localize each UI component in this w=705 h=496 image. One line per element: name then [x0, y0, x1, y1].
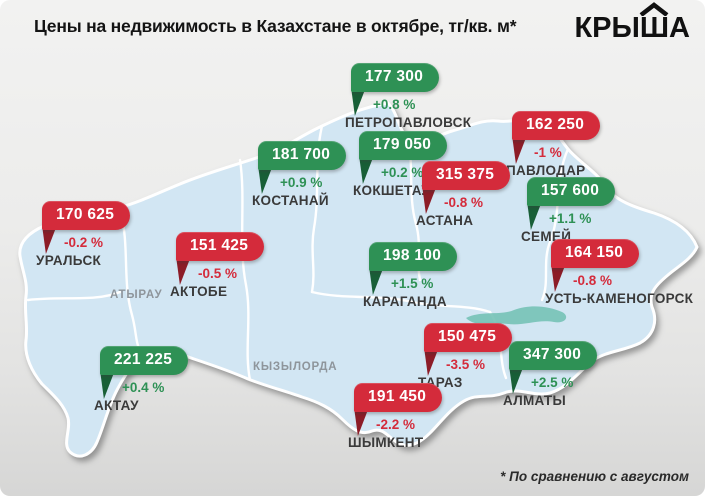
price-value: 164 150 — [565, 244, 624, 261]
city-marker-астана: 315 375 -0.8 % АСТАНА — [416, 161, 511, 228]
price-value: 179 050 — [373, 136, 432, 153]
city-marker-семей: 157 600 +1.1 % СЕМЕЙ — [521, 177, 616, 244]
krysha-logo: КРЫ Ш А — [574, 2, 690, 44]
price-value: 150 475 — [438, 328, 497, 345]
city-marker-тараз: 150 475 -3.5 % ТАРАЗ — [418, 323, 513, 390]
price-change: -0.8 % — [573, 273, 613, 288]
logo-text-pre: КРЫ — [574, 12, 640, 44]
roof-icon — [640, 2, 669, 16]
city-label: ПЕТРОПАВЛОВСК — [345, 115, 472, 130]
price-change: +1.1 % — [549, 211, 592, 226]
city-marker-уральск: 170 625 -0.2 % УРАЛЬСК — [36, 201, 131, 268]
price-change: -0.5 % — [198, 266, 238, 281]
city-marker-павлодар: 162 250 -1 % ПАВЛОДАР — [506, 111, 601, 178]
price-bubble: 151 425 — [176, 232, 265, 261]
city-label: АЛМАТЫ — [503, 393, 566, 408]
city-marker-костанай: 181 700 +0.9 % КОСТАНАЙ — [252, 141, 347, 208]
price-change: +0.9 % — [280, 175, 323, 190]
price-change: -2.2 % — [376, 417, 416, 432]
price-bubble: 150 475 — [424, 323, 513, 352]
city-marker-усть-каменогорск: 164 150 -0.8 % УСТЬ-КАМЕНОГОРСК — [545, 239, 693, 306]
price-bubble: 191 450 — [354, 383, 443, 412]
price-bubble: 315 375 — [422, 161, 511, 190]
price-bubble: 179 050 — [359, 131, 448, 160]
city-marker-актау: 221 225 +0.4 % АКТАУ — [94, 346, 189, 413]
city-marker-кокшетау: 179 050 +0.2 % КОКШЕТАУ — [353, 131, 448, 198]
city-label: АКТАУ — [94, 398, 139, 413]
price-change: +1.5 % — [391, 276, 434, 291]
city-label: ШЫМКЕНТ — [348, 435, 424, 450]
price-value: 162 250 — [526, 116, 585, 133]
price-value: 315 375 — [436, 166, 495, 183]
price-bubble: 177 300 — [351, 63, 440, 92]
city-label: КОКШЕТАУ — [353, 183, 430, 198]
price-value: 198 100 — [383, 247, 442, 264]
logo-text-post: А — [669, 12, 690, 44]
city-marker-караганда: 198 100 +1.5 % КАРАГАНДА — [363, 242, 458, 309]
city-label: УСТЬ-КАМЕНОГОРСК — [545, 291, 694, 306]
footnote: * По сравнению с августом — [500, 469, 689, 484]
price-bubble: 157 600 — [527, 177, 616, 206]
price-change: -3.5 % — [446, 357, 486, 372]
price-bubble: 164 150 — [551, 239, 640, 268]
price-value: 221 225 — [114, 351, 173, 368]
price-bubble: 170 625 — [42, 201, 131, 230]
price-value: 157 600 — [541, 182, 600, 199]
city-label: АСТАНА — [416, 213, 474, 228]
city-label: УРАЛЬСК — [36, 253, 102, 268]
price-change: -1 % — [534, 145, 562, 160]
price-change: +2.5 % — [531, 375, 574, 390]
price-change: +0.8 % — [373, 97, 416, 112]
price-bubble: 181 700 — [258, 141, 347, 170]
city-label: КОСТАНАЙ — [252, 193, 329, 208]
price-value: 181 700 — [272, 146, 331, 163]
price-change: -0.2 % — [64, 235, 104, 250]
price-bubble: 347 300 — [509, 341, 598, 370]
price-value: 191 450 — [368, 388, 427, 405]
logo-letter-sh: Ш — [640, 2, 669, 43]
price-bubble: 198 100 — [369, 242, 458, 271]
city-label: ПАВЛОДАР — [506, 163, 586, 178]
region-label-кызылорда: КЫЗЫЛОРДА — [253, 361, 338, 373]
price-value: 170 625 — [56, 206, 115, 223]
region-label-атырау: АТЫРАУ — [110, 289, 163, 301]
city-marker-актобе: 151 425 -0.5 % АКТОБЕ — [170, 232, 265, 299]
price-change: +0.2 % — [381, 165, 424, 180]
city-marker-алматы: 347 300 +2.5 % АЛМАТЫ — [503, 341, 598, 408]
price-change: +0.4 % — [122, 380, 165, 395]
price-value: 347 300 — [523, 346, 582, 363]
price-bubble: 162 250 — [512, 111, 601, 140]
price-value: 151 425 — [190, 237, 249, 254]
lake-balkhash — [466, 306, 567, 325]
city-marker-петропавловск: 177 300 +0.8 % ПЕТРОПАВЛОВСК — [345, 63, 471, 130]
price-value: 177 300 — [365, 68, 424, 85]
city-label: АКТОБЕ — [170, 284, 228, 299]
city-label: КАРАГАНДА — [363, 294, 447, 309]
page-title: Цены на недвижимость в Казахстане в октя… — [34, 16, 517, 36]
price-bubble: 221 225 — [100, 346, 189, 375]
price-change: -0.8 % — [444, 195, 484, 210]
city-marker-шымкент: 191 450 -2.2 % ШЫМКЕНТ — [348, 383, 443, 450]
